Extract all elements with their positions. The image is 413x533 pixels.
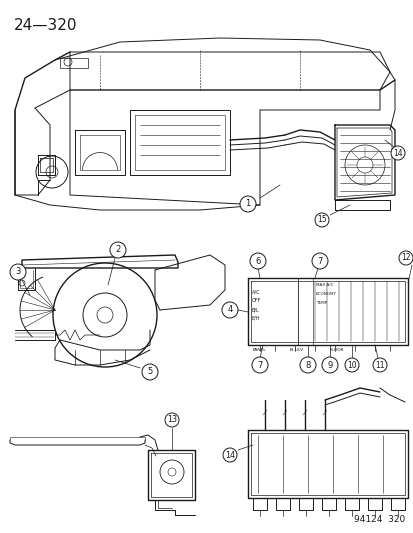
Text: 11: 11 xyxy=(374,360,384,369)
Circle shape xyxy=(249,253,266,269)
Circle shape xyxy=(398,251,412,265)
Circle shape xyxy=(10,264,26,280)
Text: E/H: E/H xyxy=(252,316,260,321)
Text: FLOOR: FLOOR xyxy=(329,348,344,352)
Text: PANEL: PANEL xyxy=(252,348,266,352)
Text: BI-LEV: BI-LEV xyxy=(289,348,303,352)
Text: 14: 14 xyxy=(392,149,402,157)
Text: 4: 4 xyxy=(227,305,232,314)
Circle shape xyxy=(311,253,327,269)
Text: MAX A/C: MAX A/C xyxy=(315,283,333,287)
Text: 7: 7 xyxy=(257,360,262,369)
Circle shape xyxy=(321,357,337,373)
Text: OFF: OFF xyxy=(252,298,261,303)
Circle shape xyxy=(221,302,237,318)
Text: 15: 15 xyxy=(316,215,326,224)
Text: B/L: B/L xyxy=(252,308,259,313)
Text: 8: 8 xyxy=(304,360,310,369)
Text: 6: 6 xyxy=(255,256,260,265)
Text: 10: 10 xyxy=(347,360,356,369)
Circle shape xyxy=(372,358,386,372)
Text: 1: 1 xyxy=(245,199,250,208)
Text: 3: 3 xyxy=(15,268,21,277)
Text: 13: 13 xyxy=(166,416,177,424)
Text: 7: 7 xyxy=(316,256,322,265)
Text: 9: 9 xyxy=(327,360,332,369)
Text: 14: 14 xyxy=(224,450,235,459)
Text: 24—320: 24—320 xyxy=(14,18,77,33)
Circle shape xyxy=(223,448,236,462)
Circle shape xyxy=(110,242,126,258)
Circle shape xyxy=(299,357,315,373)
Circle shape xyxy=(252,357,267,373)
Text: 94124  320: 94124 320 xyxy=(353,515,404,524)
Text: A/C: A/C xyxy=(252,289,260,294)
Circle shape xyxy=(314,213,328,227)
Circle shape xyxy=(165,413,178,427)
Text: 5: 5 xyxy=(147,367,152,376)
Text: 2: 2 xyxy=(115,246,120,254)
Text: ECONOMY: ECONOMY xyxy=(315,292,336,296)
Circle shape xyxy=(240,196,255,212)
Circle shape xyxy=(344,358,358,372)
Circle shape xyxy=(142,364,158,380)
Text: 12: 12 xyxy=(400,254,410,262)
Circle shape xyxy=(390,146,404,160)
Text: TEMP: TEMP xyxy=(315,301,326,305)
